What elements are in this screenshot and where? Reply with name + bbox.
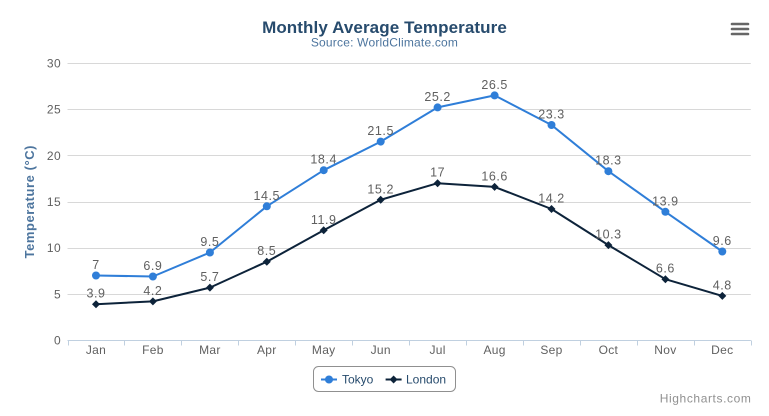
svg-text:26.5: 26.5 xyxy=(481,78,508,92)
svg-text:Jun: Jun xyxy=(371,343,391,357)
svg-text:Monthly Average Temperature: Monthly Average Temperature xyxy=(262,18,507,37)
svg-text:23.3: 23.3 xyxy=(538,108,565,122)
svg-text:0: 0 xyxy=(54,334,61,348)
svg-text:15.2: 15.2 xyxy=(367,182,394,196)
svg-text:20: 20 xyxy=(47,149,61,163)
svg-text:9.6: 9.6 xyxy=(713,234,732,248)
svg-text:25.2: 25.2 xyxy=(424,90,451,104)
svg-text:London: London xyxy=(406,373,446,387)
svg-text:10: 10 xyxy=(47,241,61,255)
svg-text:Sep: Sep xyxy=(540,343,562,357)
svg-text:25: 25 xyxy=(47,103,61,117)
svg-text:11.9: 11.9 xyxy=(311,213,337,227)
svg-text:9.5: 9.5 xyxy=(200,235,219,249)
svg-text:17: 17 xyxy=(430,166,445,180)
svg-text:10.3: 10.3 xyxy=(595,228,622,242)
svg-text:21.5: 21.5 xyxy=(367,124,394,138)
svg-text:6.6: 6.6 xyxy=(656,262,675,276)
svg-text:Apr: Apr xyxy=(257,343,277,357)
svg-text:Mar: Mar xyxy=(199,343,221,357)
svg-text:Aug: Aug xyxy=(483,343,505,357)
svg-text:Temperature (°C): Temperature (°C) xyxy=(22,145,37,258)
svg-text:16.6: 16.6 xyxy=(481,169,508,183)
svg-text:4.2: 4.2 xyxy=(143,284,162,298)
svg-text:7: 7 xyxy=(92,258,100,272)
svg-text:Highcharts.com: Highcharts.com xyxy=(660,391,752,405)
svg-text:14.5: 14.5 xyxy=(254,189,281,203)
svg-text:3.9: 3.9 xyxy=(86,287,105,301)
svg-text:30: 30 xyxy=(47,57,61,71)
svg-text:Dec: Dec xyxy=(711,343,733,357)
svg-text:18.3: 18.3 xyxy=(595,154,622,168)
svg-text:Feb: Feb xyxy=(142,343,164,357)
svg-text:May: May xyxy=(312,343,336,357)
svg-text:14.2: 14.2 xyxy=(538,192,565,206)
svg-text:Jan: Jan xyxy=(86,343,106,357)
svg-text:5: 5 xyxy=(54,287,61,301)
svg-text:Oct: Oct xyxy=(599,343,619,357)
svg-text:8.5: 8.5 xyxy=(257,244,276,258)
svg-text:Nov: Nov xyxy=(654,343,676,357)
svg-text:4.8: 4.8 xyxy=(713,278,732,292)
svg-text:18.4: 18.4 xyxy=(310,153,337,167)
svg-text:13.9: 13.9 xyxy=(652,194,679,208)
svg-text:Tokyo: Tokyo xyxy=(342,373,374,387)
svg-text:Jul: Jul xyxy=(429,343,445,357)
svg-text:6.9: 6.9 xyxy=(143,259,162,273)
svg-text:5.7: 5.7 xyxy=(200,270,219,284)
svg-text:Source: WorldClimate.com: Source: WorldClimate.com xyxy=(311,36,458,50)
svg-text:15: 15 xyxy=(47,195,61,209)
